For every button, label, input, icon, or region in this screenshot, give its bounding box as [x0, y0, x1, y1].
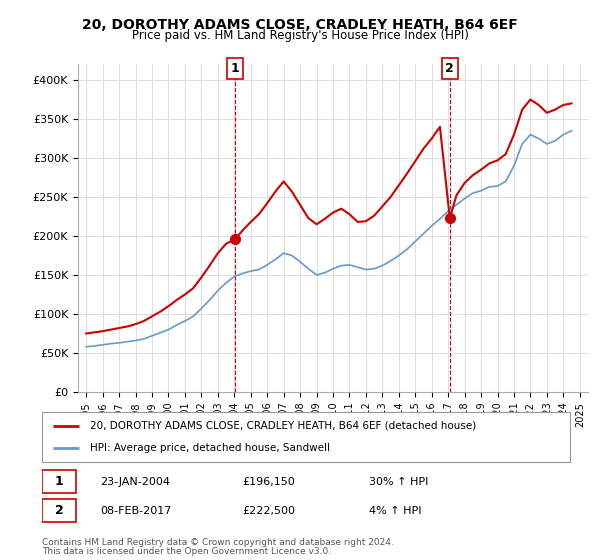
Text: Price paid vs. HM Land Registry's House Price Index (HPI): Price paid vs. HM Land Registry's House … [131, 29, 469, 42]
Text: £222,500: £222,500 [242, 506, 296, 516]
Text: 08-FEB-2017: 08-FEB-2017 [100, 506, 172, 516]
FancyBboxPatch shape [42, 499, 76, 522]
Text: 2: 2 [445, 62, 454, 75]
Text: 20, DOROTHY ADAMS CLOSE, CRADLEY HEATH, B64 6EF: 20, DOROTHY ADAMS CLOSE, CRADLEY HEATH, … [82, 18, 518, 32]
Text: 1: 1 [231, 62, 239, 75]
Text: 23-JAN-2004: 23-JAN-2004 [100, 477, 170, 487]
Text: Contains HM Land Registry data © Crown copyright and database right 2024.: Contains HM Land Registry data © Crown c… [42, 538, 394, 547]
Text: HPI: Average price, detached house, Sandwell: HPI: Average price, detached house, Sand… [89, 443, 329, 453]
Text: 20, DOROTHY ADAMS CLOSE, CRADLEY HEATH, B64 6EF (detached house): 20, DOROTHY ADAMS CLOSE, CRADLEY HEATH, … [89, 421, 476, 431]
Text: £196,150: £196,150 [242, 477, 295, 487]
Text: 1: 1 [55, 475, 64, 488]
Text: This data is licensed under the Open Government Licence v3.0.: This data is licensed under the Open Gov… [42, 547, 331, 556]
FancyBboxPatch shape [42, 412, 570, 462]
FancyBboxPatch shape [42, 470, 76, 493]
Text: 2: 2 [55, 504, 64, 517]
Text: 30% ↑ HPI: 30% ↑ HPI [370, 477, 429, 487]
Text: 4% ↑ HPI: 4% ↑ HPI [370, 506, 422, 516]
